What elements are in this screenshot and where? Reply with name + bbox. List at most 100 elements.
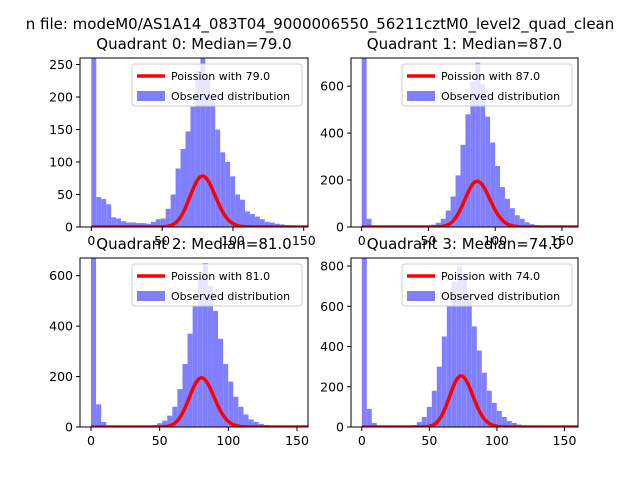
histogram-bar xyxy=(197,278,203,427)
histogram-bar xyxy=(491,402,497,427)
histogram-bar xyxy=(253,421,259,427)
x-tick-label: 50 xyxy=(154,233,170,248)
x-tick-label: 100 xyxy=(485,433,509,448)
y-tick-label: 100 xyxy=(49,155,73,170)
histogram-bar xyxy=(446,306,452,427)
x-tick-label: 150 xyxy=(285,433,309,448)
histogram-bar xyxy=(421,416,427,427)
histogram-bar xyxy=(192,305,198,427)
y-tick-label: 0 xyxy=(336,420,344,435)
legend-label-observed: Observed distribution xyxy=(171,90,290,103)
histogram-bar xyxy=(243,414,249,427)
y-tick-label: 50 xyxy=(57,187,73,202)
x-tick-label: 0 xyxy=(358,433,366,448)
histogram-bar xyxy=(481,372,487,427)
subplot-grid: 0 50 100 150 0 50 100 150 200 250 Quadrant 0: Medi… xyxy=(49,35,579,448)
y-tick-label: 200 xyxy=(49,369,73,384)
histogram-bar xyxy=(259,219,265,227)
histogram-bar xyxy=(249,214,255,227)
histogram-bar xyxy=(456,266,462,427)
histogram-bar xyxy=(371,422,377,427)
histogram-bar xyxy=(366,218,372,227)
legend-box xyxy=(131,263,303,307)
histogram-panel-q0: 0 50 100 150 0 50 100 150 200 250 Quadrant 0: Medi… xyxy=(49,35,316,248)
x-tick-label: 0 xyxy=(87,433,95,448)
plot-area xyxy=(361,258,578,427)
histogram-bar xyxy=(130,222,136,227)
y-tick-label: 800 xyxy=(320,259,344,274)
plot-area xyxy=(90,258,308,427)
legend-label-observed: Observed distribution xyxy=(171,290,290,303)
histogram-bar xyxy=(471,326,477,427)
x-tick-label: 0 xyxy=(87,233,95,248)
legend: Poission with 79.0 Observed distribution xyxy=(131,63,303,107)
histogram-bar xyxy=(177,389,183,427)
histogram-bar xyxy=(96,197,102,227)
histogram-bar xyxy=(495,165,501,227)
x-tick-label: 150 xyxy=(550,233,574,248)
poisson-curve xyxy=(90,376,308,427)
histogram-bar xyxy=(223,363,229,427)
histogram-panel-q3: 0 50 100 150 0 200 400 600 800 Quadrant 3: Median… xyxy=(320,235,579,448)
histogram-bar xyxy=(135,223,141,227)
axes-frame xyxy=(350,257,579,428)
legend-patch-swatch xyxy=(137,91,165,101)
x-tick-label: 0 xyxy=(358,233,366,248)
legend: Poission with 81.0 Observed distribution xyxy=(131,263,303,307)
x-tick-label: 50 xyxy=(420,233,436,248)
histogram-bar xyxy=(470,81,476,227)
histogram-bar xyxy=(506,420,512,427)
histogram-bar xyxy=(90,258,97,427)
y-tick-label: 0 xyxy=(65,420,73,435)
histogram-bar xyxy=(431,390,437,427)
histogram-bar xyxy=(264,221,270,227)
histogram-bar xyxy=(238,406,244,427)
panel-title: Quadrant 1: Median=87.0 xyxy=(367,35,562,53)
histogram-panel-q2: 0 50 100 150 0 200 400 600 Quadrant 2: Median=81… xyxy=(49,235,309,448)
histogram-bar xyxy=(185,131,191,227)
panel-title: Quadrant 0: Median=79.0 xyxy=(96,35,291,53)
y-tick-label: 200 xyxy=(320,173,344,188)
poisson-curve xyxy=(361,179,578,227)
histogram-bar xyxy=(172,406,178,427)
y-tick-label: 600 xyxy=(320,79,344,94)
histogram-bar xyxy=(269,222,275,227)
legend-label-poisson: Poission with 87.0 xyxy=(441,70,540,83)
x-tick-label: 150 xyxy=(292,233,316,248)
legend-label-observed: Observed distribution xyxy=(441,290,560,303)
legend-patch-swatch xyxy=(137,291,165,301)
legend-label-poisson: Poission with 81.0 xyxy=(171,270,270,283)
y-tick-label: 400 xyxy=(320,339,344,354)
histogram-bar xyxy=(155,219,161,227)
legend-label-observed: Observed distribution xyxy=(441,90,560,103)
histogram-bar xyxy=(106,204,112,227)
legend-box xyxy=(131,63,303,107)
histogram-bar xyxy=(175,168,181,227)
histogram-bar xyxy=(220,152,226,227)
histogram-bar xyxy=(202,263,208,427)
histogram-bar xyxy=(212,310,219,427)
histogram-bar xyxy=(150,221,156,227)
x-tick-label: 100 xyxy=(216,433,240,448)
plot-area xyxy=(361,58,578,227)
histogram-bar xyxy=(435,222,441,227)
histogram-bar xyxy=(416,421,422,427)
histogram-bar xyxy=(180,149,186,227)
histogram-bar xyxy=(121,221,127,227)
y-tick-label: 600 xyxy=(320,299,344,314)
histogram-bar xyxy=(485,116,491,227)
histogram-bar xyxy=(195,71,201,227)
x-tick-label: 50 xyxy=(421,433,437,448)
histogram-bar xyxy=(111,217,117,227)
histogram-bar xyxy=(244,211,250,227)
y-tick-label: 250 xyxy=(49,57,73,72)
legend-box xyxy=(401,263,573,307)
y-tick-label: 400 xyxy=(49,319,73,334)
histogram-bar xyxy=(440,218,446,227)
histogram-bar xyxy=(461,274,467,427)
legend-label-poisson: Poission with 74.0 xyxy=(441,270,540,283)
x-tick-label: 50 xyxy=(152,433,168,448)
histogram-bar xyxy=(182,363,188,427)
histogram-bar xyxy=(230,176,236,227)
